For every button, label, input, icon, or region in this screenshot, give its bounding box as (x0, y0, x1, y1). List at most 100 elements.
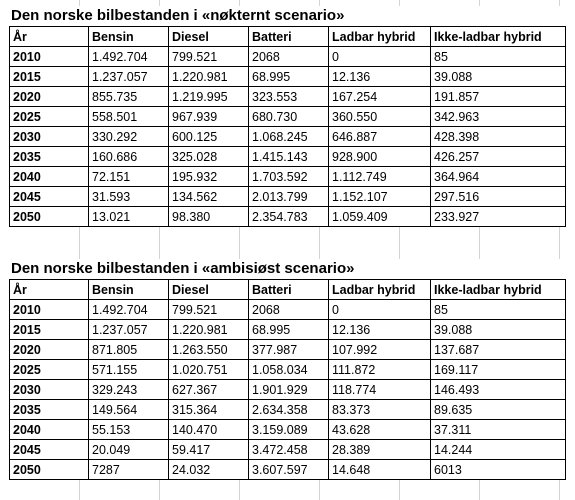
table-cell[interactable]: 2.634.358 (248, 399, 329, 420)
table-cell[interactable]: 855.735 (88, 86, 169, 107)
table-cell[interactable]: 1.415.143 (248, 146, 329, 167)
table-cell[interactable]: 85 (430, 299, 566, 320)
table-cell[interactable]: 428.398 (430, 126, 566, 147)
table-cell[interactable]: 13.021 (88, 206, 169, 227)
year-cell[interactable]: 2045 (9, 439, 89, 460)
table-cell[interactable]: 14.648 (328, 459, 431, 480)
column-header[interactable]: Batteri (248, 26, 329, 47)
column-header[interactable]: År (9, 26, 89, 47)
table-cell[interactable]: 0 (328, 46, 431, 67)
table-cell[interactable]: 871.805 (88, 339, 169, 360)
year-cell[interactable]: 2020 (9, 339, 89, 360)
table-cell[interactable]: 297.516 (430, 186, 566, 207)
year-cell[interactable]: 2035 (9, 399, 89, 420)
table-cell[interactable]: 1.263.550 (168, 339, 249, 360)
table-cell[interactable]: 928.900 (328, 146, 431, 167)
year-cell[interactable]: 2035 (9, 146, 89, 167)
column-header[interactable]: Ikke-ladbar hybrid (430, 26, 566, 47)
table-cell[interactable]: 1.219.995 (168, 86, 249, 107)
table-cell[interactable]: 167.254 (328, 86, 431, 107)
year-cell[interactable]: 2030 (9, 379, 89, 400)
column-header[interactable]: Ikke-ladbar hybrid (430, 279, 566, 300)
table-cell[interactable]: 600.125 (168, 126, 249, 147)
table-cell[interactable]: 1.492.704 (88, 299, 169, 320)
year-cell[interactable]: 2025 (9, 359, 89, 380)
table-cell[interactable]: 31.593 (88, 186, 169, 207)
table-cell[interactable]: 1.059.409 (328, 206, 431, 227)
column-header[interactable]: Diesel (168, 26, 249, 47)
table-cell[interactable]: 85 (430, 46, 566, 67)
table-cell[interactable]: 799.521 (168, 299, 249, 320)
table-cell[interactable]: 111.872 (328, 359, 431, 380)
table-cell[interactable]: 3.607.597 (248, 459, 329, 480)
table-cell[interactable]: 2068 (248, 299, 329, 320)
table-cell[interactable]: 149.564 (88, 399, 169, 420)
table-cell[interactable]: 169.117 (430, 359, 566, 380)
year-cell[interactable]: 2025 (9, 106, 89, 127)
table-cell[interactable]: 6013 (430, 459, 566, 480)
table-cell[interactable]: 107.992 (328, 339, 431, 360)
table-cell[interactable]: 2.354.783 (248, 206, 329, 227)
table-cell[interactable]: 37.311 (430, 419, 566, 440)
table-cell[interactable]: 325.028 (168, 146, 249, 167)
table-cell[interactable]: 799.521 (168, 46, 249, 67)
table-cell[interactable]: 39.088 (430, 66, 566, 87)
column-header[interactable]: Bensin (88, 26, 169, 47)
table-cell[interactable]: 967.939 (168, 106, 249, 127)
table-cell[interactable]: 323.553 (248, 86, 329, 107)
table-cell[interactable]: 72.151 (88, 166, 169, 187)
table-cell[interactable]: 627.367 (168, 379, 249, 400)
year-cell[interactable]: 2050 (9, 206, 89, 227)
year-cell[interactable]: 2010 (9, 299, 89, 320)
table-cell[interactable]: 55.153 (88, 419, 169, 440)
table-cell[interactable]: 3.159.089 (248, 419, 329, 440)
table-cell[interactable]: 14.244 (430, 439, 566, 460)
table-cell[interactable]: 12.136 (328, 66, 431, 87)
table-cell[interactable]: 118.774 (328, 379, 431, 400)
table-cell[interactable]: 1.020.751 (168, 359, 249, 380)
table-cell[interactable]: 83.373 (328, 399, 431, 420)
column-header[interactable]: Ladbar hybrid (328, 26, 431, 47)
table-cell[interactable]: 364.964 (430, 166, 566, 187)
table-cell[interactable]: 558.501 (88, 106, 169, 127)
table-cell[interactable]: 191.857 (430, 86, 566, 107)
table-cell[interactable]: 360.550 (328, 106, 431, 127)
column-header[interactable]: Batteri (248, 279, 329, 300)
column-header[interactable]: Ladbar hybrid (328, 279, 431, 300)
table-cell[interactable]: 1.237.057 (88, 319, 169, 340)
table-cell[interactable]: 2068 (248, 46, 329, 67)
table-cell[interactable]: 342.963 (430, 106, 566, 127)
year-cell[interactable]: 2015 (9, 319, 89, 340)
table-cell[interactable]: 43.628 (328, 419, 431, 440)
column-header[interactable]: År (9, 279, 89, 300)
table-cell[interactable]: 12.136 (328, 319, 431, 340)
table-cell[interactable]: 140.470 (168, 419, 249, 440)
table-cell[interactable]: 680.730 (248, 106, 329, 127)
table-cell[interactable]: 137.687 (430, 339, 566, 360)
table-cell[interactable]: 571.155 (88, 359, 169, 380)
table-cell[interactable]: 2.013.799 (248, 186, 329, 207)
year-cell[interactable]: 2030 (9, 126, 89, 147)
table-cell[interactable]: 68.995 (248, 66, 329, 87)
table-cell[interactable]: 329.243 (88, 379, 169, 400)
table-cell[interactable]: 160.686 (88, 146, 169, 167)
table-cell[interactable]: 134.562 (168, 186, 249, 207)
table-cell[interactable]: 0 (328, 299, 431, 320)
table-cell[interactable]: 195.932 (168, 166, 249, 187)
year-cell[interactable]: 2040 (9, 419, 89, 440)
year-cell[interactable]: 2020 (9, 86, 89, 107)
table-cell[interactable]: 1.068.245 (248, 126, 329, 147)
table-cell[interactable]: 1.901.929 (248, 379, 329, 400)
year-cell[interactable]: 2050 (9, 459, 89, 480)
table-cell[interactable]: 98.380 (168, 206, 249, 227)
table-cell[interactable]: 39.088 (430, 319, 566, 340)
table-cell[interactable]: 426.257 (430, 146, 566, 167)
table-cell[interactable]: 1.112.749 (328, 166, 431, 187)
table-cell[interactable]: 7287 (88, 459, 169, 480)
table-cell[interactable]: 146.493 (430, 379, 566, 400)
table-cell[interactable]: 3.472.458 (248, 439, 329, 460)
table-cell[interactable]: 1.492.704 (88, 46, 169, 67)
table-cell[interactable]: 68.995 (248, 319, 329, 340)
table-cell[interactable]: 233.927 (430, 206, 566, 227)
year-cell[interactable]: 2010 (9, 46, 89, 67)
